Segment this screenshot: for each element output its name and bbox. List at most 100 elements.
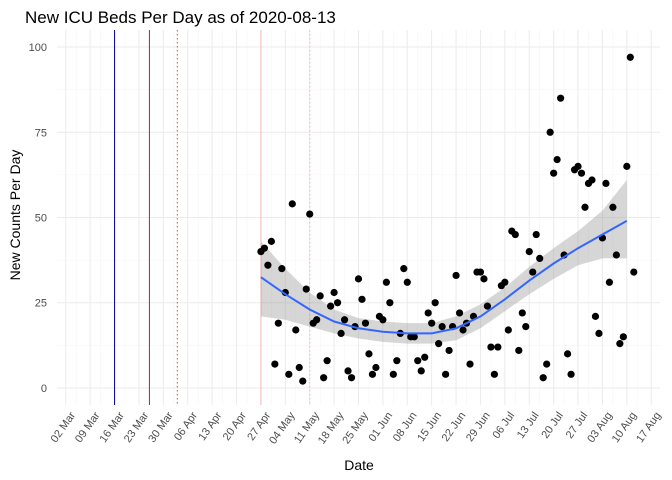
data-point [417,367,425,375]
data-point [626,53,634,61]
chart-title: New ICU Beds Per Day as of 2020-08-13 [25,8,336,27]
data-point [546,128,554,136]
data-point [581,203,589,211]
data-point [285,370,293,378]
data-point [271,360,279,368]
data-point [483,302,492,310]
data-point [306,210,314,218]
data-point [602,179,610,188]
data-point [525,247,533,256]
x-tick-label: 22 Jun [440,410,469,444]
data-point [414,357,422,365]
data-point [445,346,453,355]
data-point [428,319,436,327]
data-point [421,353,429,361]
data-point [288,200,296,208]
data-point [515,346,523,355]
data-point [299,377,307,385]
x-tick-label: 25 May [340,410,371,447]
data-point [557,94,565,102]
data-point [623,162,631,170]
x-tick-label: 08 Jun [391,410,420,444]
y-axis-title: New Counts Per Day [7,150,23,281]
data-point [361,319,370,327]
data-point [563,350,572,358]
data-point [264,261,272,269]
data-point [609,203,617,211]
x-axis-title: Date [344,457,374,473]
data-point [382,278,390,286]
points-layer [257,53,638,385]
x-tick-label: 30 Mar [146,410,176,445]
data-point [529,268,537,276]
data-point [267,237,275,245]
data-point [518,309,526,317]
y-tick-label: 0 [41,383,47,395]
data-point [347,374,356,382]
data-point [438,322,446,331]
data-point [260,244,269,252]
data-point [522,322,530,331]
data-point [494,343,502,351]
x-tick-label: 01 Jun [366,410,395,444]
data-point [490,370,499,378]
data-point [365,350,373,358]
y-tick-label: 50 [35,213,47,225]
data-point [591,312,600,320]
data-point [612,251,620,259]
x-tick-label: 06 Jul [491,410,518,441]
data-point [459,326,467,334]
data-point [354,275,363,283]
grid [57,30,660,405]
data-point [358,295,366,303]
x-tick-label: 15 Jun [415,410,444,444]
data-point [278,265,286,273]
data-point [386,299,394,307]
y-tick-label: 100 [29,42,47,54]
x-tick-label: 13 Apr [196,410,224,443]
data-point [504,326,512,334]
x-tick-label: 17 Aug [634,410,663,445]
data-point [595,329,603,338]
data-point [372,363,380,372]
data-point [574,162,582,170]
reference-lines [114,30,311,405]
data-point [455,309,464,317]
smooth-line-layer [260,220,628,335]
data-point [330,288,338,297]
data-point [344,367,352,375]
data-point [393,357,401,365]
x-tick-label: 20 Jul [539,410,566,441]
data-point [511,230,519,239]
data-point [410,333,418,341]
data-point [368,370,377,378]
x-tick-label: 06 Apr [172,410,200,443]
data-point [379,316,387,324]
confidence-ribbon [260,180,627,344]
data-point [553,155,561,164]
data-point [323,357,331,365]
y-axis-ticks: 0 25 50 75 100 [29,42,47,395]
data-point [337,329,345,338]
data-point [619,333,627,341]
data-point [295,363,303,372]
data-point [313,316,321,324]
data-point [577,169,586,177]
data-point [389,370,397,378]
data-point [302,285,310,293]
y-tick-label: 75 [35,127,47,139]
data-point [536,254,544,263]
data-point [501,278,509,286]
data-point [340,316,349,324]
data-point [274,319,282,327]
data-point [567,370,575,378]
data-point [550,169,558,177]
data-point [320,374,328,382]
x-tick-label: 13 Jul [515,410,542,441]
data-point [400,265,408,273]
data-point [539,374,547,382]
data-point [616,340,624,348]
data-point [466,360,474,368]
